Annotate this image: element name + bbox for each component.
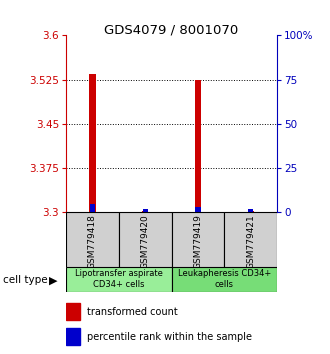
- Text: cell type: cell type: [3, 275, 48, 285]
- Text: transformed count: transformed count: [86, 307, 177, 317]
- Text: ▶: ▶: [49, 275, 58, 285]
- Text: GDS4079 / 8001070: GDS4079 / 8001070: [105, 23, 239, 36]
- Text: Lipotransfer aspirate
CD34+ cells: Lipotransfer aspirate CD34+ cells: [75, 269, 163, 289]
- Text: Leukapheresis CD34+
cells: Leukapheresis CD34+ cells: [178, 269, 271, 289]
- Bar: [248, 211, 254, 212]
- Bar: [66, 328, 80, 345]
- Bar: [66, 303, 80, 320]
- Bar: [89, 74, 96, 212]
- Text: GSM779421: GSM779421: [246, 214, 255, 269]
- Bar: [119, 212, 172, 267]
- Bar: [195, 207, 201, 212]
- Text: GSM779418: GSM779418: [88, 214, 97, 269]
- Bar: [224, 212, 277, 267]
- Bar: [90, 204, 95, 212]
- Bar: [195, 80, 201, 212]
- Bar: [172, 212, 224, 267]
- Text: GSM779420: GSM779420: [141, 214, 150, 269]
- Text: GSM779419: GSM779419: [193, 214, 203, 269]
- Bar: [142, 211, 148, 212]
- Text: percentile rank within the sample: percentile rank within the sample: [86, 332, 251, 342]
- Bar: [66, 212, 119, 267]
- Bar: [248, 209, 253, 212]
- Bar: [66, 267, 172, 292]
- Bar: [143, 209, 148, 212]
- Bar: [172, 267, 277, 292]
